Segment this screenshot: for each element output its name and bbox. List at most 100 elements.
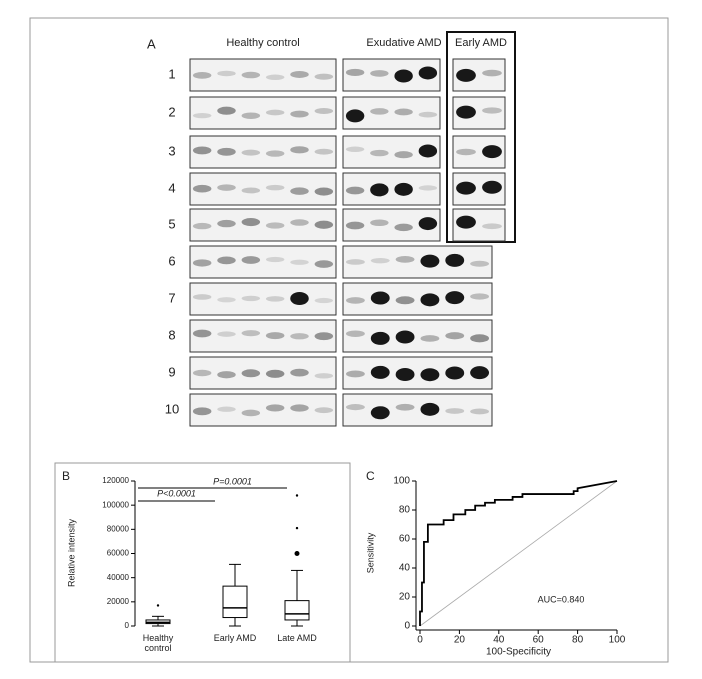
band <box>370 183 389 197</box>
group-header: Exudative AMD <box>366 38 442 49</box>
band <box>265 404 285 412</box>
band <box>217 256 236 265</box>
band <box>470 260 490 267</box>
band <box>217 147 236 156</box>
y-tick-label: 0 <box>125 621 130 630</box>
band <box>370 291 390 305</box>
x-tick-label-box: Late AMD <box>277 633 317 643</box>
band <box>470 334 490 343</box>
x-tick-label: Late AMD <box>277 633 317 643</box>
y-tick-label: 40000 <box>107 573 130 582</box>
band <box>290 187 309 195</box>
band <box>241 330 261 337</box>
x-tick-label: Early AMD <box>213 633 257 643</box>
band <box>345 186 365 195</box>
band <box>241 295 261 302</box>
y-tick-label: 60000 <box>107 549 130 558</box>
band <box>217 297 236 303</box>
y-tick-label: 120000 <box>102 476 129 485</box>
band <box>241 369 261 378</box>
band <box>456 68 476 82</box>
outlier <box>295 526 299 530</box>
band <box>241 149 261 156</box>
band <box>314 108 334 115</box>
band <box>314 260 334 268</box>
band <box>445 366 465 380</box>
band <box>395 256 415 263</box>
band <box>217 184 236 191</box>
band <box>241 112 261 120</box>
band <box>395 368 415 382</box>
band <box>217 331 236 337</box>
y-tick-label: 40 <box>399 563 411 574</box>
band <box>445 408 465 414</box>
group-header: Healthy control <box>226 38 300 49</box>
band <box>420 335 440 342</box>
band <box>370 149 389 157</box>
row-label: 1 <box>168 66 175 81</box>
band <box>314 148 334 155</box>
row-label: 2 <box>168 104 175 119</box>
band <box>345 109 365 123</box>
band <box>456 148 476 156</box>
box <box>284 600 310 621</box>
band <box>241 218 261 227</box>
band <box>482 69 502 77</box>
band <box>290 146 309 154</box>
band <box>395 403 415 411</box>
band <box>192 294 212 300</box>
band <box>394 182 413 196</box>
band <box>418 185 438 191</box>
row-label: 3 <box>168 143 175 158</box>
band <box>192 72 212 79</box>
y-tick-label: 20000 <box>107 597 130 606</box>
band <box>265 74 285 80</box>
y-axis-label: Sensitivity <box>365 532 375 573</box>
blot <box>189 245 337 279</box>
y-tick-label: 80 <box>399 505 411 516</box>
band <box>370 108 389 115</box>
row-label: 6 <box>168 253 175 268</box>
box <box>222 585 248 619</box>
band <box>290 333 309 340</box>
band <box>192 369 212 377</box>
panel-label: A <box>147 36 156 51</box>
band <box>370 331 390 345</box>
band <box>265 109 285 116</box>
outlier <box>295 494 299 497</box>
band <box>345 404 365 411</box>
band <box>241 71 261 79</box>
band <box>314 297 334 304</box>
band <box>370 219 389 227</box>
group-header-box: Early AMD <box>455 38 507 49</box>
y-tick-label: 0 <box>404 621 410 632</box>
row-label: 10 <box>165 401 179 416</box>
y-tick-label: 80000 <box>107 524 130 533</box>
group-header: Early AMD <box>455 38 507 49</box>
band <box>314 373 334 379</box>
blot <box>189 356 337 390</box>
band <box>345 259 365 265</box>
band <box>394 151 413 159</box>
blot <box>189 135 337 169</box>
x-axis-label: 100-Specificity <box>486 647 551 658</box>
group-header-box: Healthy control <box>226 38 300 49</box>
band <box>345 221 365 230</box>
x-tick-label: 0 <box>417 635 423 646</box>
early-amd-frame <box>446 31 516 243</box>
roc-curve <box>419 480 618 626</box>
band <box>192 112 212 119</box>
auc-label: AUC=0.840 <box>538 594 585 604</box>
blot <box>189 319 337 353</box>
band <box>482 180 502 194</box>
band <box>241 409 261 417</box>
y-tick-label: 100 <box>393 476 410 487</box>
band <box>217 106 236 115</box>
band <box>290 291 309 305</box>
band <box>314 332 334 341</box>
band <box>314 220 334 229</box>
blot <box>452 135 506 169</box>
band <box>241 256 261 264</box>
blot <box>189 208 337 242</box>
band <box>217 371 236 379</box>
